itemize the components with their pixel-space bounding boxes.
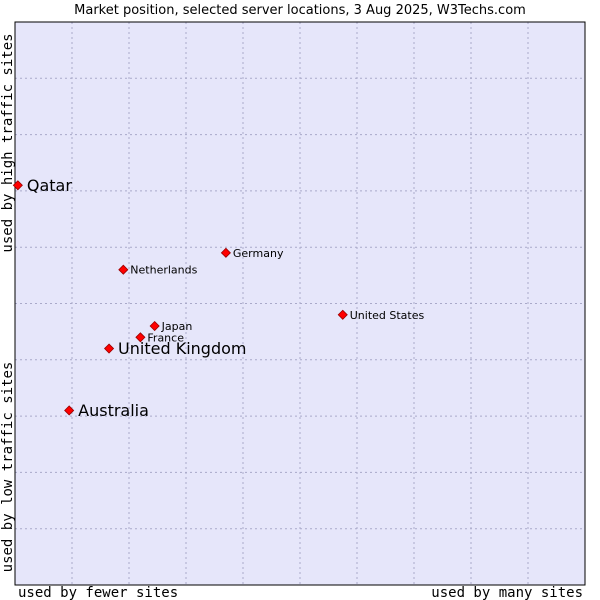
point-marker [149,320,160,332]
grid-lines [15,22,585,585]
point-marker [103,343,115,354]
data-point-netherlands: Netherlands [118,264,198,277]
data-point-france: France [135,331,184,344]
data-point-qatar: Qatar [12,176,72,195]
point-label: United States [350,309,425,322]
point-label: Qatar [27,176,72,195]
point-marker [135,332,146,343]
point-marker [64,405,75,416]
plot-border [14,21,586,586]
data-point-japan: Japan [149,320,193,333]
point-marker [118,264,129,275]
data-point-united-kingdom: United Kingdom [103,339,246,358]
data-point-australia: Australia [64,401,149,420]
data-point-united-states: United States [337,309,425,322]
chart-title: Market position, selected server locatio… [74,3,526,18]
point-marker [12,180,23,191]
point-label: Germany [233,247,284,260]
x-axis-label-left: used by fewer sites [18,585,178,600]
point-label: Netherlands [130,264,197,277]
data-point-germany: Germany [220,247,284,260]
point-marker [220,247,231,258]
point-marker [337,309,348,320]
x-axis-label-right: used by many sites [431,585,583,600]
point-label: United Kingdom [118,339,246,358]
y-axis-label-top: used by high traffic sites [0,33,16,252]
point-label: Japan [161,320,193,333]
point-label: France [147,331,184,344]
data-points: Qatar Germany Netherlands United States Japa… [12,176,425,420]
y-axis-label-bottom: used by low traffic sites [0,362,16,573]
point-label: Australia [78,401,149,420]
